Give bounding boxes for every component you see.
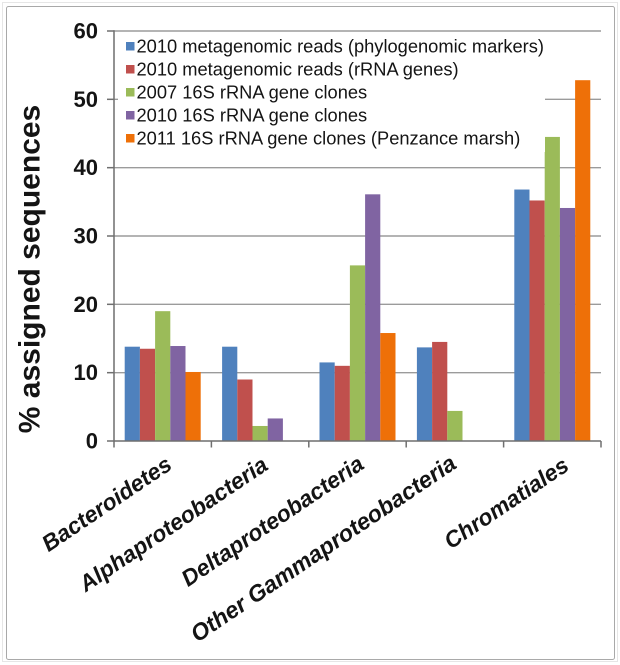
svg-text:2010 16S rRNA gene clones: 2010 16S rRNA gene clones	[137, 105, 368, 126]
svg-text:2010 metagenomic reads (phylog: 2010 metagenomic reads (phylogenomic mar…	[137, 36, 544, 57]
svg-text:% assigned sequences: % assigned sequences	[14, 105, 47, 433]
svg-text:2010 metagenomic reads (rRNA g: 2010 metagenomic reads (rRNA genes)	[137, 59, 459, 80]
svg-text:30: 30	[74, 224, 98, 249]
svg-text:0: 0	[86, 429, 98, 454]
svg-text:10: 10	[74, 360, 98, 385]
svg-text:40: 40	[74, 155, 98, 180]
svg-text:2007 16S rRNA gene clones: 2007 16S rRNA gene clones	[137, 82, 368, 103]
svg-text:2011 16S rRNA gene clones (Pen: 2011 16S rRNA gene clones (Penzance mars…	[137, 128, 521, 149]
svg-text:20: 20	[74, 292, 98, 317]
svg-text:50: 50	[74, 87, 98, 112]
svg-text:60: 60	[74, 19, 98, 44]
